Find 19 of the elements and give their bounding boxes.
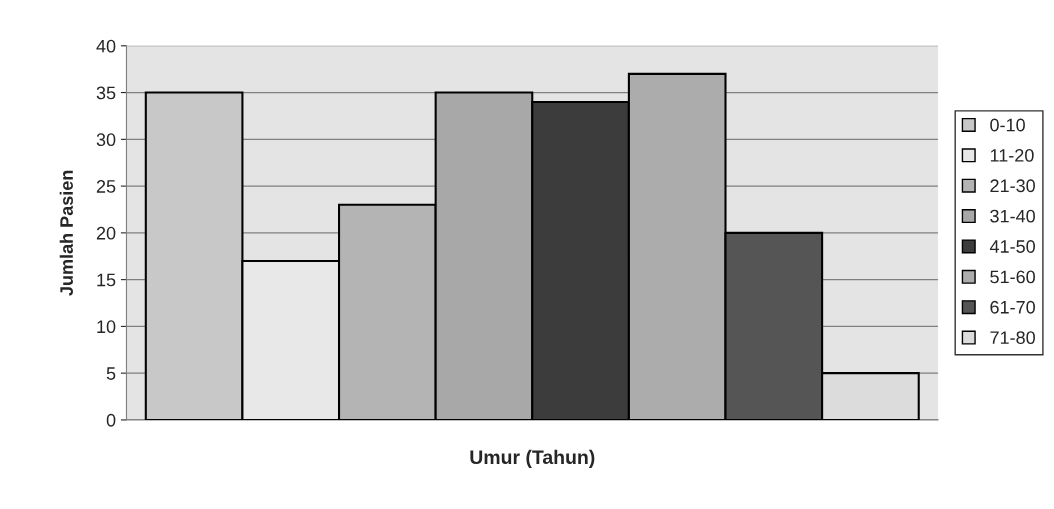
legend-label: 71-80 [990,331,1035,345]
legend-label: 0-10 [990,118,1025,132]
legend-label: 31-40 [990,209,1035,223]
y-tick-label: 20 [96,226,116,240]
y-axis-title: Jumlah Pasien [59,170,73,296]
x-axis-title: Umur (Tahun) [470,449,595,468]
legend-label: 51-60 [990,270,1035,284]
legend-label: 41-50 [989,240,1035,253]
y-tick-label: 0 [106,413,116,427]
legend-label: 11-20 [990,149,1034,162]
y-tick-label: 40 [96,39,116,53]
y-tick-label: 15 [97,273,116,287]
y-tick-label: 30 [96,133,116,147]
y-tick-label: 5 [106,367,116,380]
y-tick-label: 25 [96,180,116,193]
legend-label: 21-30 [990,179,1035,193]
y-tick-label: 35 [96,86,116,100]
legend-label: 61-70 [990,300,1035,314]
y-tick-label: 10 [97,320,116,334]
